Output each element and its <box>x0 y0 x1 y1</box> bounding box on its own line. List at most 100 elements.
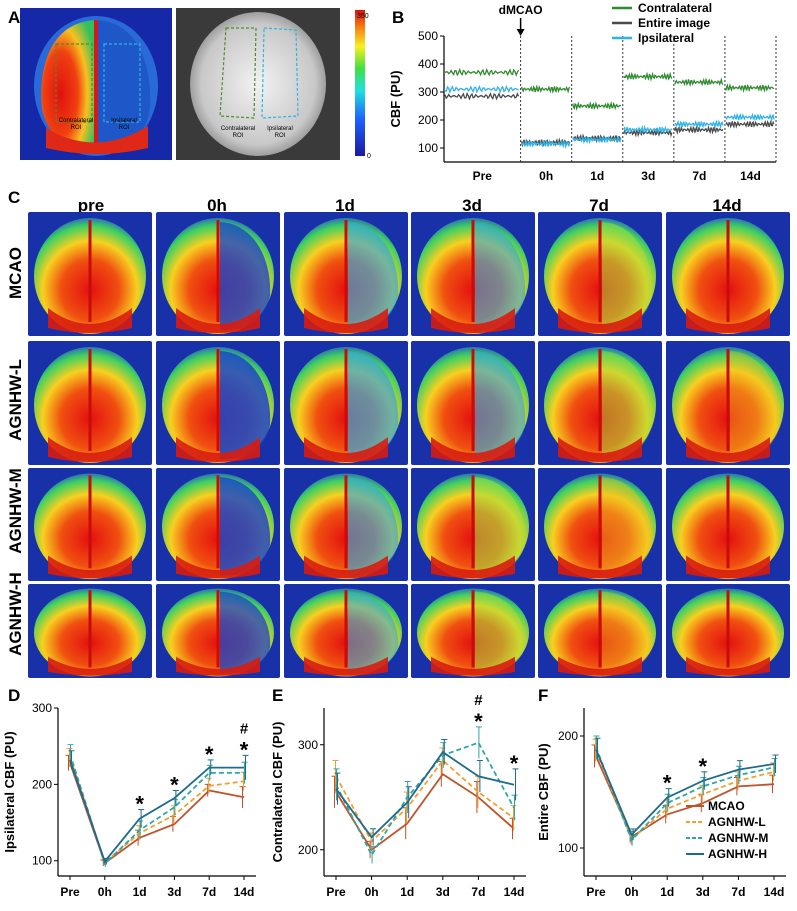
perfusion-image-r3-c5 <box>666 584 790 678</box>
pe-annotation-1: # <box>474 692 483 709</box>
panel-f-chart: 100 200 Pre 0h 1d 3d 7d 14d Entire CBF (PU) * * MCA… <box>536 708 786 899</box>
pd-series-agnhw-h <box>69 759 244 864</box>
b-x-tick-label-14d: 14d <box>740 169 761 183</box>
panel-b-chart: 100 200 300 400 500 CBF (PU) Pre 0h 1d 3d 7d 14d dMC… <box>388 1 777 183</box>
panel-letter-b: B <box>392 8 405 27</box>
perfusion-image-r2-c1 <box>156 468 280 581</box>
panel-letter-e: E <box>272 686 284 705</box>
b-y-tick-label-100: 100 <box>418 141 438 155</box>
panel-c-image-grid <box>28 212 797 678</box>
b-series-1-seg-0 <box>444 91 520 101</box>
panel-letter-d: D <box>8 686 21 705</box>
row-label-agnhw-m: AGNHW-M <box>6 468 25 554</box>
pe-x-tick-label-Pre: Pre <box>326 885 346 899</box>
panel-e-chart: 200 300 Pre 0h 1d 3d 7d 14d Contralateral CBF (P… <box>270 692 526 899</box>
pe-x-tick-label-0h: 0h <box>365 885 379 899</box>
panel-a-roi-label-contra-2: ROI <box>71 125 82 131</box>
perfusion-image-r1-c2 <box>284 341 408 465</box>
panel-a-roi-label-ipsi-2: ROI <box>119 125 130 131</box>
panel-d-chart: 100 200 300 Pre 0h 1d 3d 7d 14d Ipsilateral CBF (… <box>2 701 256 899</box>
b-y-tick-label-400: 400 <box>418 57 438 71</box>
col-header-7d: 7d <box>589 196 609 215</box>
perfusion-image-r0-c0 <box>28 212 152 336</box>
b-series-0-seg-4 <box>674 77 724 88</box>
b-series-2-seg-5 <box>725 112 775 122</box>
b-legend-label-2: Ipsilateral <box>638 31 694 45</box>
panel-letter-a: A <box>8 8 21 27</box>
b-series-0-seg-3 <box>623 71 673 82</box>
pd-y-tick-label-100: 100 <box>32 854 52 868</box>
pf-legend-label-0: MCAO <box>708 799 745 813</box>
colorbar-max-label: 350 <box>357 13 369 20</box>
row-label-mcao: MCAO <box>6 247 25 299</box>
col-header-3d: 3d <box>462 196 482 215</box>
col-header-0h: 0h <box>207 196 227 215</box>
colorbar-min-label: 0 <box>367 153 371 160</box>
panel-a-grey-label-contra-2: ROI <box>233 133 244 139</box>
b-y-tick-label-200: 200 <box>418 113 438 127</box>
pf-y-tick-label-100: 100 <box>558 841 578 855</box>
pe-x-tick-label-1d: 1d <box>400 885 414 899</box>
panel-a-roi-label-ipsi-1: Ipsilateral <box>111 118 137 124</box>
col-header-1d: 1d <box>335 196 355 215</box>
perfusion-image-r0-c5 <box>666 212 790 336</box>
b-series-2-seg-3 <box>623 124 673 135</box>
pf-x-tick-label-14d: 14d <box>764 885 785 899</box>
b-y-tick-label-500: 500 <box>418 29 438 43</box>
b-x-tick-label-3d: 3d <box>641 169 655 183</box>
b-x-tick-label-Pre: Pre <box>473 169 493 183</box>
panel-a-grey-label-ipsi-1: Ipsilateral <box>267 126 293 132</box>
pf-series-agnhw-m <box>595 746 775 842</box>
pd-series-agnhw-l <box>69 757 245 864</box>
b-series-0-seg-1 <box>520 84 571 95</box>
b-series-2-seg-4 <box>674 119 724 130</box>
pe-y-tick-label-200: 200 <box>298 843 318 857</box>
panel-a-roi-label-contra-1: Contralateral <box>59 118 93 124</box>
panel-a-grey-label-ipsi-2: ROI <box>275 133 286 139</box>
perfusion-image-r0-c3 <box>411 212 535 336</box>
b-series-2-seg-1 <box>521 139 571 149</box>
pf-legend-label-3: AGNHW-H <box>708 847 767 861</box>
col-header-pre: pre <box>77 196 105 215</box>
pe-y-axis-label: Contralateral CBF (PU) <box>270 722 285 863</box>
b-series-0-seg-2 <box>572 101 622 112</box>
pd-x-tick-label-3d: 3d <box>167 885 181 899</box>
pf-series-agnhw-l <box>595 750 775 841</box>
pf-x-tick-label-1d: 1d <box>660 885 674 899</box>
b-series-1-seg-2 <box>572 133 622 144</box>
pe-series-agnhw-m <box>335 741 515 857</box>
perfusion-image-r2-c0 <box>28 468 152 581</box>
pd-series-mcao <box>69 762 245 865</box>
pd-y-tick-label-200: 200 <box>32 777 52 791</box>
pe-annotation-0: * <box>474 709 483 734</box>
b-legend-label-1: Entire image <box>638 16 710 30</box>
row-label-agnhw-h: AGNHW-H <box>6 572 25 656</box>
panel-letter-f: F <box>538 686 549 705</box>
pd-annotation-0: * <box>135 792 144 817</box>
col-header-14d: 14d <box>712 196 742 215</box>
perfusion-image-r2-c4 <box>538 468 662 581</box>
pf-annotation-0: * <box>663 771 672 796</box>
perfusion-image-r3-c0 <box>28 584 152 678</box>
perfusion-image-r0-c1 <box>156 212 280 336</box>
pe-series-agnhw-h <box>335 750 515 839</box>
pf-annotation-1: * <box>699 754 708 779</box>
pd-annotation-4: # <box>240 720 249 737</box>
pe-x-tick-label-3d: 3d <box>436 885 450 899</box>
b-dmcao-label: dMCAO <box>499 3 543 17</box>
pe-annotation-2: * <box>510 751 519 776</box>
panel-a-grey-label-contra-1: Contralateral <box>221 126 255 132</box>
pe-series-agnhw-l <box>335 759 515 843</box>
panel-letter-c: C <box>8 188 21 207</box>
pd-x-tick-label-0h: 0h <box>98 885 112 899</box>
pd-annotation-2: * <box>205 742 214 767</box>
pd-x-tick-label-14d: 14d <box>234 885 255 899</box>
b-x-tick-label-1d: 1d <box>590 169 604 183</box>
pd-x-tick-label-7d: 7d <box>202 885 216 899</box>
perfusion-image-r2-c2 <box>284 468 408 581</box>
pd-annotation-1: * <box>170 772 179 797</box>
b-series-2-seg-2 <box>572 135 622 145</box>
pd-x-tick-label-Pre: Pre <box>60 885 80 899</box>
pf-x-tick-label-0h: 0h <box>625 885 639 899</box>
pe-series-mcao <box>335 772 515 852</box>
